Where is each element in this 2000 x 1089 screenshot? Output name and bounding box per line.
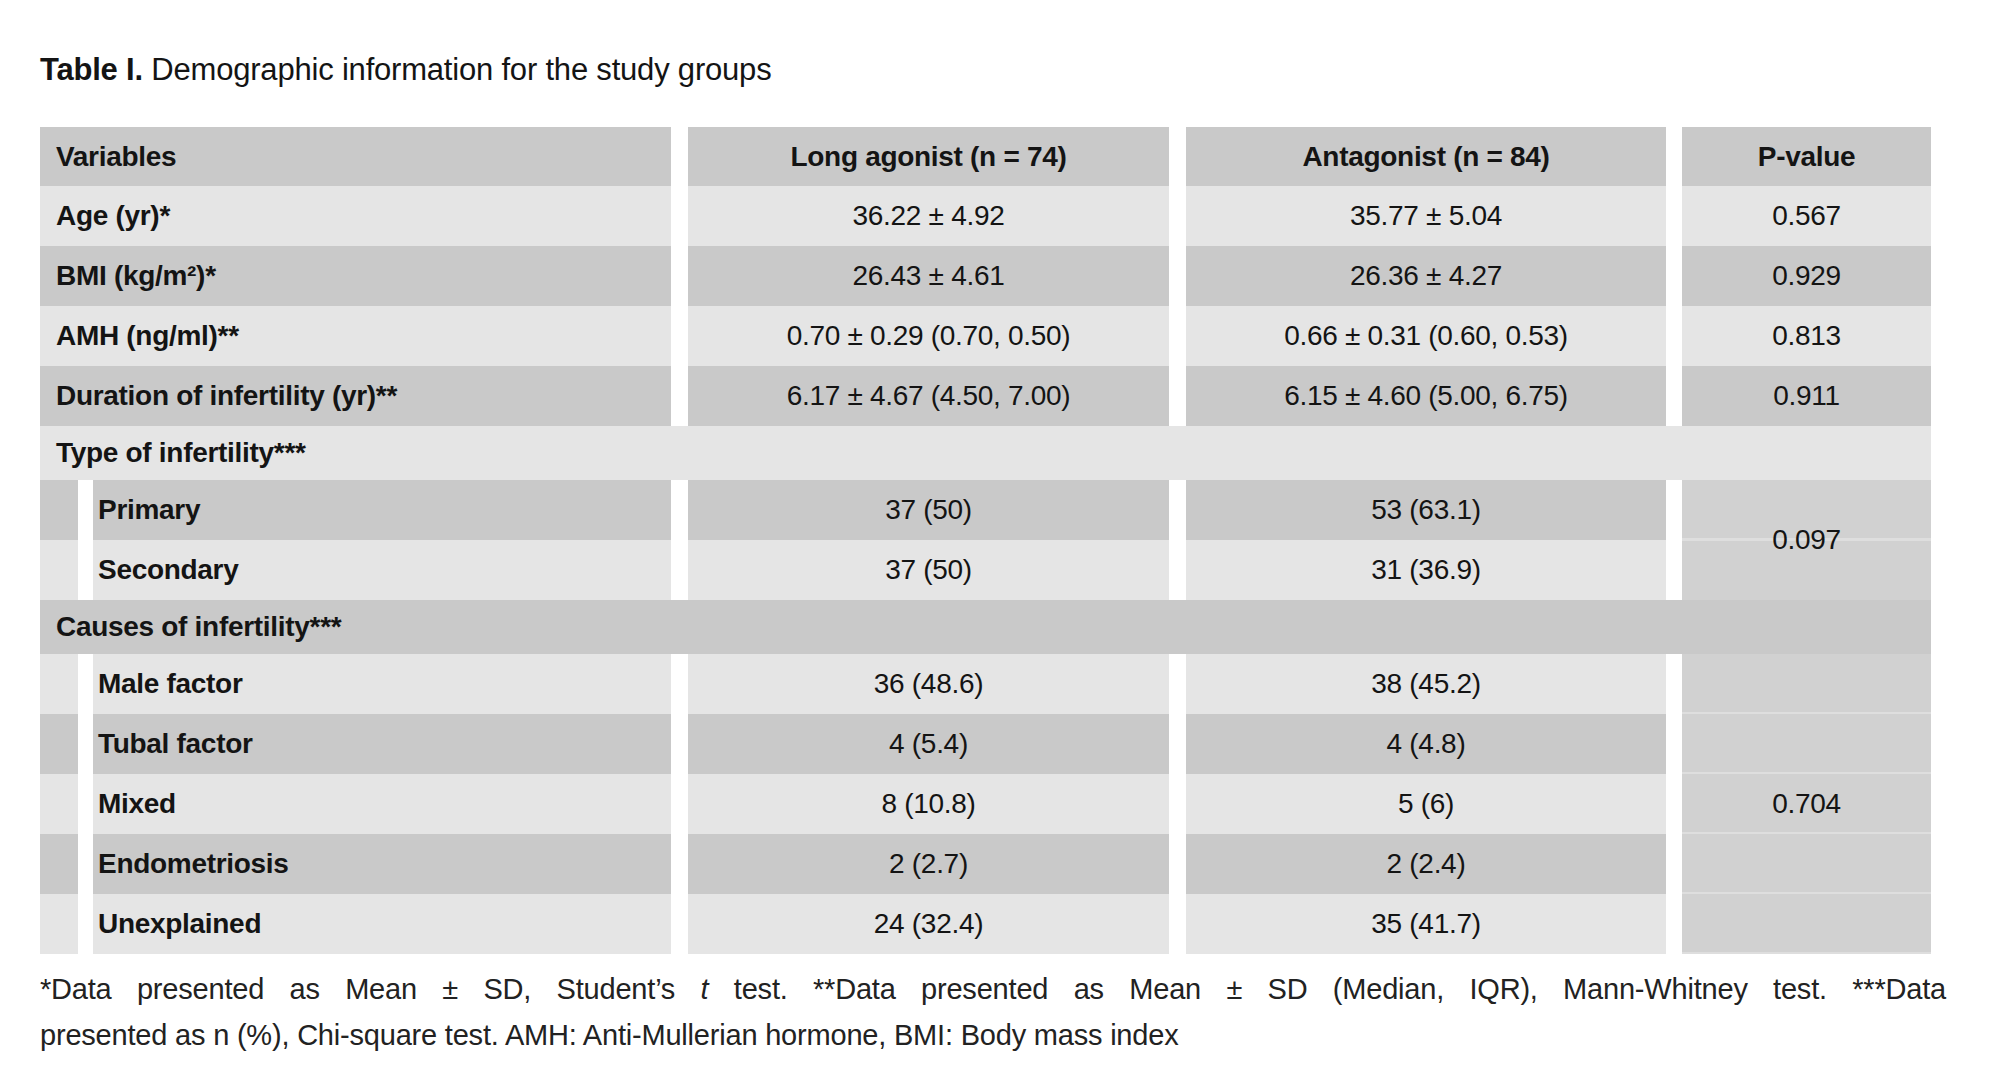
row-male-factor-antagonist: 38 (45.2) [1186, 654, 1666, 714]
row-mixed: Mixed [40, 774, 671, 834]
row-male-factor-label: Male factor [93, 654, 671, 714]
indent-gap [78, 774, 93, 834]
row-duration-label: Duration of infertility (yr)** [40, 366, 671, 426]
indent-gap [78, 834, 93, 894]
indent-gap [78, 714, 93, 774]
row-secondary-antagonist: 31 (36.9) [1186, 540, 1666, 600]
row-secondary-long-agonist: 37 (50) [688, 540, 1169, 600]
table-title-text: Demographic information for the study gr… [143, 52, 772, 87]
row-primary-long-agonist: 37 (50) [688, 480, 1169, 540]
row-bmi-long-agonist: 26.43 ± 4.61 [688, 246, 1169, 306]
footnote-seg-a: *Data presented as Mean ± SD, Student’s [40, 973, 701, 1005]
row-age-long-agonist: 36.22 ± 4.92 [688, 186, 1169, 246]
row-amh-label: AMH (ng/ml)** [40, 306, 671, 366]
row-tubal-factor-antagonist: 4 (4.8) [1186, 714, 1666, 774]
footnote-line-2: presented as n (%), Chi-square test. AMH… [40, 1012, 1946, 1058]
indent-strip [40, 480, 78, 540]
row-primary-label: Primary [93, 480, 671, 540]
table-footnote: *Data presented as Mean ± SD, Student’s … [40, 966, 1946, 1058]
indent-gap [78, 480, 93, 540]
row-unexplained: Unexplained [40, 894, 671, 954]
section-causes-of-infertility: Causes of infertility*** [40, 600, 1931, 654]
row-bmi-p: 0.929 [1682, 246, 1931, 306]
column-header-p-value: P-value [1682, 127, 1931, 186]
indent-strip [40, 654, 78, 714]
row-amh-p: 0.813 [1682, 306, 1931, 366]
indent-strip [40, 714, 78, 774]
row-amh-antagonist: 0.66 ± 0.31 (0.60, 0.53) [1186, 306, 1666, 366]
row-mixed-long-agonist: 8 (10.8) [688, 774, 1169, 834]
row-secondary-label: Secondary [93, 540, 671, 600]
row-endometriosis-label: Endometriosis [93, 834, 671, 894]
row-tubal-factor: Tubal factor [40, 714, 671, 774]
footnote-line-1: *Data presented as Mean ± SD, Student’s … [40, 966, 1946, 1012]
row-male-factor-long-agonist: 36 (48.6) [688, 654, 1169, 714]
p-value-causes-of-infertility: 0.704 [1682, 654, 1931, 954]
row-tubal-factor-label: Tubal factor [93, 714, 671, 774]
indent-gap [78, 654, 93, 714]
page: Table I. Demographic information for the… [0, 0, 2000, 1089]
table-title-number: Table I. [40, 52, 143, 87]
demographics-table: Variables Long agonist (n = 74) Antagoni… [40, 127, 1931, 954]
row-age-antagonist: 35.77 ± 5.04 [1186, 186, 1666, 246]
row-duration-long-agonist: 6.17 ± 4.67 (4.50, 7.00) [688, 366, 1169, 426]
row-bmi-antagonist: 26.36 ± 4.27 [1186, 246, 1666, 306]
column-header-antagonist: Antagonist (n = 84) [1186, 127, 1666, 186]
row-mixed-antagonist: 5 (6) [1186, 774, 1666, 834]
row-unexplained-label: Unexplained [93, 894, 671, 954]
row-amh-long-agonist: 0.70 ± 0.29 (0.70, 0.50) [688, 306, 1169, 366]
row-secondary: Secondary [40, 540, 671, 600]
row-endometriosis: Endometriosis [40, 834, 671, 894]
footnote-seg-b: test. **Data presented as Mean ± SD (Med… [708, 973, 1946, 1005]
row-tubal-factor-long-agonist: 4 (5.4) [688, 714, 1169, 774]
table-title: Table I. Demographic information for the… [40, 50, 771, 90]
row-endometriosis-antagonist: 2 (2.4) [1186, 834, 1666, 894]
indent-strip [40, 834, 78, 894]
row-male-factor: Male factor [40, 654, 671, 714]
row-primary: Primary [40, 480, 671, 540]
row-primary-antagonist: 53 (63.1) [1186, 480, 1666, 540]
row-duration-p: 0.911 [1682, 366, 1931, 426]
row-endometriosis-long-agonist: 2 (2.7) [688, 834, 1169, 894]
row-age-label: Age (yr)* [40, 186, 671, 246]
indent-gap [78, 894, 93, 954]
indent-strip [40, 774, 78, 834]
column-header-long-agonist: Long agonist (n = 74) [688, 127, 1169, 186]
indent-strip [40, 894, 78, 954]
indent-strip [40, 540, 78, 600]
column-header-variables: Variables [40, 127, 671, 186]
indent-gap [78, 540, 93, 600]
row-unexplained-long-agonist: 24 (32.4) [688, 894, 1169, 954]
row-duration-antagonist: 6.15 ± 4.60 (5.00, 6.75) [1186, 366, 1666, 426]
row-age-p: 0.567 [1682, 186, 1931, 246]
row-unexplained-antagonist: 35 (41.7) [1186, 894, 1666, 954]
row-mixed-label: Mixed [93, 774, 671, 834]
section-type-of-infertility: Type of infertility*** [40, 426, 1931, 480]
row-bmi-label: BMI (kg/m²)* [40, 246, 671, 306]
p-value-type-of-infertility: 0.097 [1682, 480, 1931, 600]
